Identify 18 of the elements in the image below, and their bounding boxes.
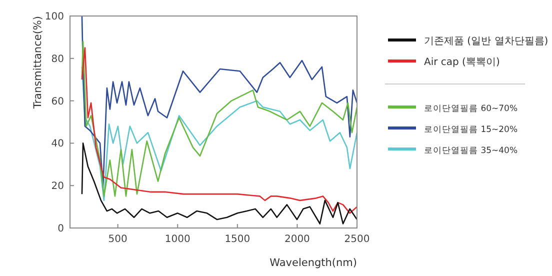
y-tick-label: 20 <box>51 181 64 192</box>
legend-label: 기존제품 (일반 열차단필름) <box>424 36 548 47</box>
legend-label: 로이단열필름 60~70% <box>424 104 518 114</box>
y-tick-label: 0 <box>58 224 64 234</box>
x-tick-label: 1000 <box>164 234 190 245</box>
x-axis-title: Wavelength(nm) <box>270 257 357 269</box>
legend-label: 로이단열필름 15~20% <box>424 125 518 135</box>
y-tick-label: 40 <box>51 138 64 150</box>
y-axis-title: Transmittance(%) <box>32 16 44 110</box>
x-tick-label: 500 <box>108 234 128 245</box>
y-tick-label: 60 <box>51 96 64 108</box>
legend-label: 로이단열필름 35~40% <box>424 146 518 156</box>
legend-label: Air cap (뽁뽁이) <box>424 57 500 68</box>
y-tick-label: 80 <box>51 54 64 65</box>
x-tick-label: 1500 <box>224 234 250 245</box>
x-tick-label: 2000 <box>284 234 310 245</box>
x-tick-label: 2500 <box>344 234 370 245</box>
y-tick-label: 100 <box>44 12 64 22</box>
